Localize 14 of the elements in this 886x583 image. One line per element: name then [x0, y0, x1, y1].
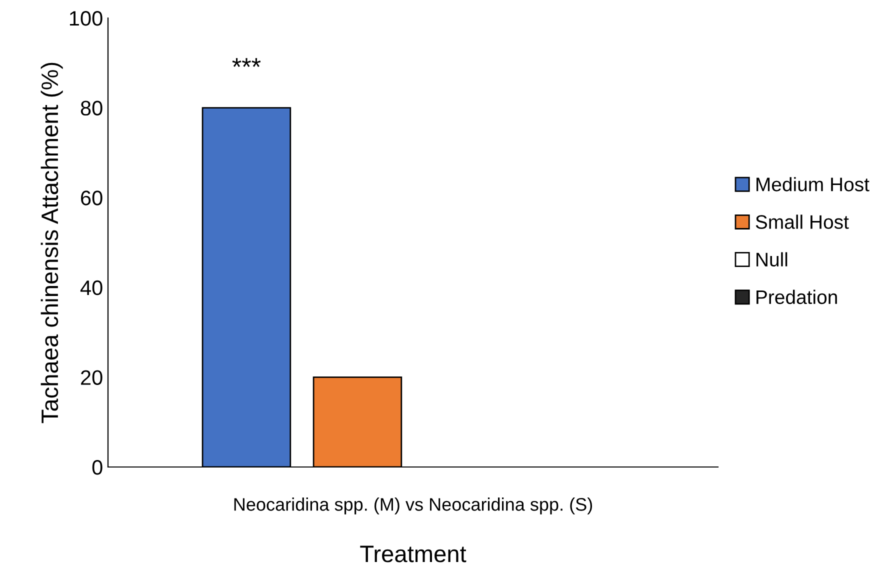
y-tick-label: 100: [70, 11, 102, 26]
annotation: ***: [232, 58, 261, 67]
x-tick-label: Neocaridina spp. (M) vs Neocaridina spp. (S): [234, 498, 592, 514]
y-tick-label: 0: [92, 460, 102, 475]
y-tick-label: 20: [81, 370, 102, 385]
legend-label: Small Host: [756, 214, 849, 229]
y-tick-label: 80: [80, 100, 102, 116]
y-tick-label: 60: [81, 190, 102, 206]
y-tick-label: 40: [80, 280, 102, 296]
y-axis-title: Tachaea chinensis Attachment (%): [40, 62, 63, 424]
x-axis-title: Treatment: [360, 546, 466, 562]
legend-label: Medium Host: [756, 177, 870, 192]
legend-label: Predation: [756, 290, 837, 304]
legend-label: Null: [756, 252, 788, 267]
